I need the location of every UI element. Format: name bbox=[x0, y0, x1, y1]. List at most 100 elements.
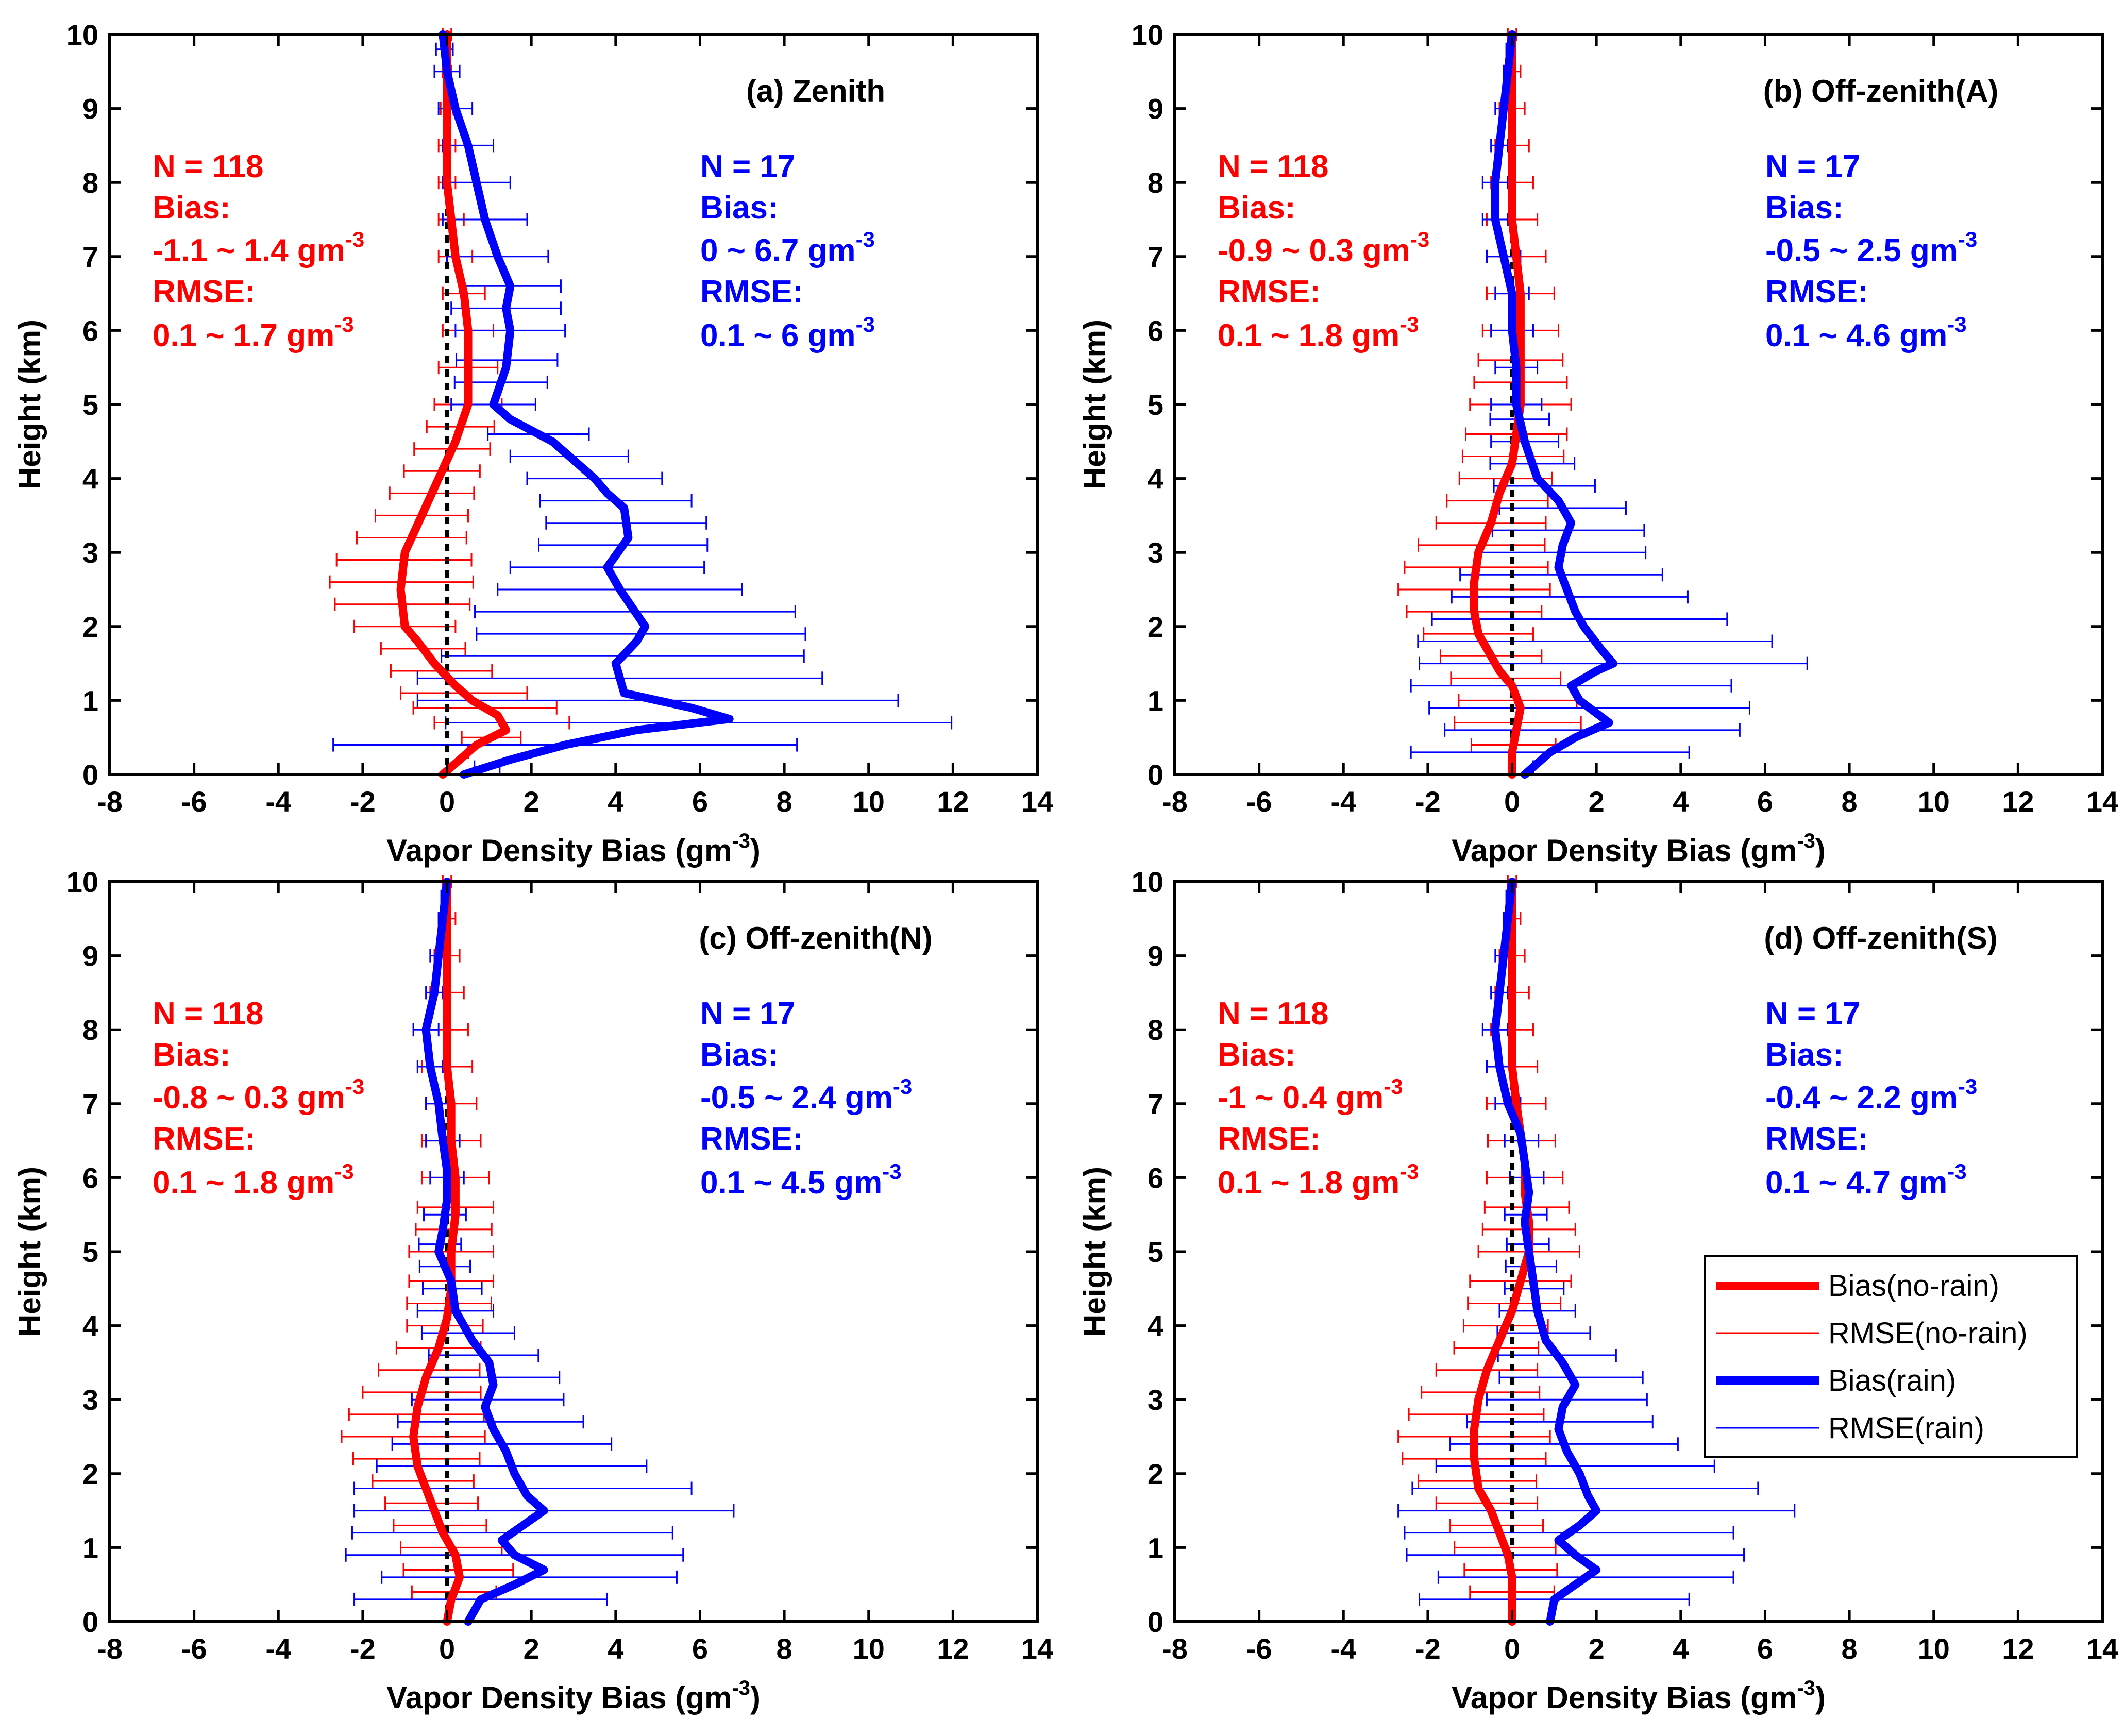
x-tick-label: -6 bbox=[1246, 785, 1272, 818]
stat-rain-rmse-label: RMSE: bbox=[700, 1121, 803, 1157]
y-tick-label: 5 bbox=[82, 389, 98, 421]
x-tick-label: 8 bbox=[1842, 785, 1858, 818]
stat-norain-rmse-label: RMSE: bbox=[153, 274, 256, 310]
stat-unit-sup: -3 bbox=[345, 1074, 364, 1099]
stat-norain-rmse-range: 0.1 ~ 1.8 gm-3 bbox=[153, 1159, 354, 1201]
stat-text: Bias: bbox=[1218, 1037, 1296, 1073]
x-tick-label: 10 bbox=[853, 1632, 885, 1665]
stat-unit-sup: -3 bbox=[1958, 227, 1977, 251]
x-tick-label: 4 bbox=[1673, 785, 1689, 818]
x-axis-label-sup: -3 bbox=[732, 1677, 750, 1699]
x-tick-label: 10 bbox=[853, 785, 885, 818]
x-tick-label: -2 bbox=[350, 1632, 376, 1665]
x-axis-label-main: Vapor Density Bias (gm bbox=[386, 1680, 732, 1715]
stat-text: N = 17 bbox=[1765, 996, 1860, 1032]
y-tick-label: 9 bbox=[1148, 93, 1163, 125]
stat-unit-sup: -3 bbox=[1947, 312, 1966, 336]
x-tick-label: 10 bbox=[1918, 1632, 1950, 1665]
y-tick-label: 7 bbox=[1148, 1088, 1163, 1120]
stat-norain-rmse-label: RMSE: bbox=[1218, 274, 1321, 310]
x-tick-label: -6 bbox=[1246, 1632, 1272, 1665]
y-tick-label: 4 bbox=[1148, 463, 1163, 495]
y-tick-label: 8 bbox=[82, 1014, 98, 1046]
x-axis-label-sup: -3 bbox=[1797, 1677, 1815, 1699]
stat-text: RMSE: bbox=[700, 274, 803, 310]
stat-text: N = 118 bbox=[153, 149, 263, 184]
stat-norain-rmse-range: 0.1 ~ 1.8 gm-3 bbox=[1218, 1159, 1419, 1201]
stat-rain-rmse-label: RMSE: bbox=[1765, 274, 1868, 310]
panel-title: (a) Zenith bbox=[746, 74, 885, 108]
bias-line-norain bbox=[409, 878, 464, 1626]
x-tick-label: 8 bbox=[1842, 1632, 1858, 1665]
x-tick-label: 14 bbox=[2086, 785, 2118, 818]
bias-line-norain bbox=[396, 30, 511, 779]
stat-unit-sup: -3 bbox=[1958, 1074, 1977, 1099]
stat-text: -1.1 ~ 1.4 gm bbox=[153, 233, 345, 268]
y-tick-label: 6 bbox=[1148, 1161, 1163, 1194]
stat-rain-bias-label: Bias: bbox=[700, 190, 779, 226]
stat-rain-bias-range: -0.4 ~ 2.2 gm-3 bbox=[1765, 1074, 1977, 1116]
y-tick-label: 6 bbox=[82, 314, 98, 347]
y-tick-label: 1 bbox=[82, 1531, 98, 1564]
x-tick-label: 14 bbox=[1021, 785, 1053, 818]
stat-unit-sup: -3 bbox=[345, 227, 364, 251]
x-tick-label: 12 bbox=[937, 785, 969, 818]
y-tick-label: 6 bbox=[1148, 314, 1163, 347]
y-tick-label: 5 bbox=[82, 1236, 98, 1268]
y-tick-label: 1 bbox=[1148, 1531, 1163, 1564]
stat-text: -0.9 ~ 0.3 gm bbox=[1218, 233, 1410, 268]
stat-text: N = 118 bbox=[153, 996, 263, 1032]
x-tick-label: 14 bbox=[2086, 1632, 2118, 1665]
stat-norain-rmse-range: 0.1 ~ 1.8 gm-3 bbox=[1218, 312, 1419, 353]
stat-text: RMSE: bbox=[153, 1121, 256, 1157]
y-tick-label: 3 bbox=[82, 536, 98, 569]
y-tick-label: 4 bbox=[1148, 1310, 1163, 1342]
y-tick-label: 0 bbox=[1148, 1606, 1163, 1638]
stat-text: N = 118 bbox=[1218, 149, 1328, 184]
stat-rain-n: N = 17 bbox=[700, 149, 795, 184]
x-tick-label: 2 bbox=[524, 785, 539, 818]
x-tick-label: -2 bbox=[1415, 785, 1441, 818]
x-tick-label: 12 bbox=[2002, 1632, 2034, 1665]
y-tick-label: 2 bbox=[1148, 611, 1163, 643]
x-axis-label-sup: -3 bbox=[732, 830, 750, 852]
stat-text: Bias: bbox=[1765, 1037, 1844, 1073]
stat-unit-sup: -3 bbox=[334, 1159, 353, 1184]
legend-label-rmse-rain: RMSE(rain) bbox=[1828, 1411, 1984, 1445]
y-tick-label: 3 bbox=[1148, 1384, 1163, 1416]
x-axis-label-end: ) bbox=[1815, 1680, 1826, 1715]
x-tick-label: 12 bbox=[2002, 785, 2034, 818]
stat-text: RMSE: bbox=[1218, 274, 1321, 310]
y-tick-label: 4 bbox=[82, 1310, 98, 1342]
x-axis-label: Vapor Density Bias (gm-3) bbox=[1452, 1677, 1826, 1715]
stat-text: RMSE: bbox=[1765, 1121, 1868, 1157]
y-tick-label: 5 bbox=[1148, 389, 1163, 421]
y-tick-label: 0 bbox=[82, 1606, 98, 1638]
stat-text: 0.1 ~ 1.8 gm bbox=[153, 1165, 334, 1201]
y-tick-label: 6 bbox=[82, 1161, 98, 1194]
stat-text: RMSE: bbox=[1765, 274, 1868, 310]
stat-norain-n: N = 118 bbox=[153, 996, 263, 1032]
x-tick-label: 4 bbox=[608, 785, 623, 818]
y-tick-label: 9 bbox=[82, 940, 98, 972]
stat-rain-bias-label: Bias: bbox=[1765, 1037, 1844, 1073]
y-tick-label: 10 bbox=[66, 19, 98, 51]
legend: Bias(no-rain) RMSE(no-rain) Bias(rain) RMSE… bbox=[1704, 1255, 2078, 1458]
stat-text: 0.1 ~ 6 gm bbox=[700, 318, 856, 353]
bias-line-rain bbox=[439, 30, 734, 779]
stat-text: RMSE: bbox=[153, 274, 256, 310]
x-axis-label: Vapor Density Bias (gm-3) bbox=[1452, 830, 1826, 868]
stat-rain-rmse-label: RMSE: bbox=[700, 274, 803, 310]
x-tick-label: -8 bbox=[1162, 785, 1188, 818]
y-tick-label: 8 bbox=[1148, 166, 1163, 199]
stat-text: N = 118 bbox=[1218, 996, 1328, 1032]
stat-unit-sup: -3 bbox=[1410, 227, 1429, 251]
stat-unit-sup: -3 bbox=[882, 1159, 901, 1184]
x-tick-label: -4 bbox=[265, 785, 291, 818]
y-tick-label: 1 bbox=[1148, 684, 1163, 717]
x-tick-label: 0 bbox=[439, 785, 455, 818]
x-tick-label: -8 bbox=[97, 1632, 123, 1665]
